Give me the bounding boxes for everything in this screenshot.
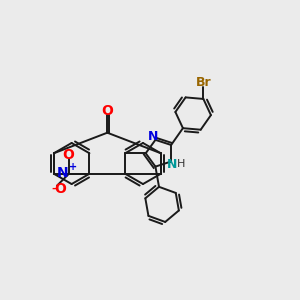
Text: O: O [101,104,113,118]
Text: -: - [51,184,56,194]
Text: O: O [62,148,74,162]
Text: N: N [57,166,68,180]
Text: +: + [69,162,77,172]
Text: Br: Br [196,76,211,89]
Text: O: O [54,182,66,197]
Text: N: N [167,158,177,171]
Text: H: H [177,159,185,169]
Text: N: N [148,130,158,143]
